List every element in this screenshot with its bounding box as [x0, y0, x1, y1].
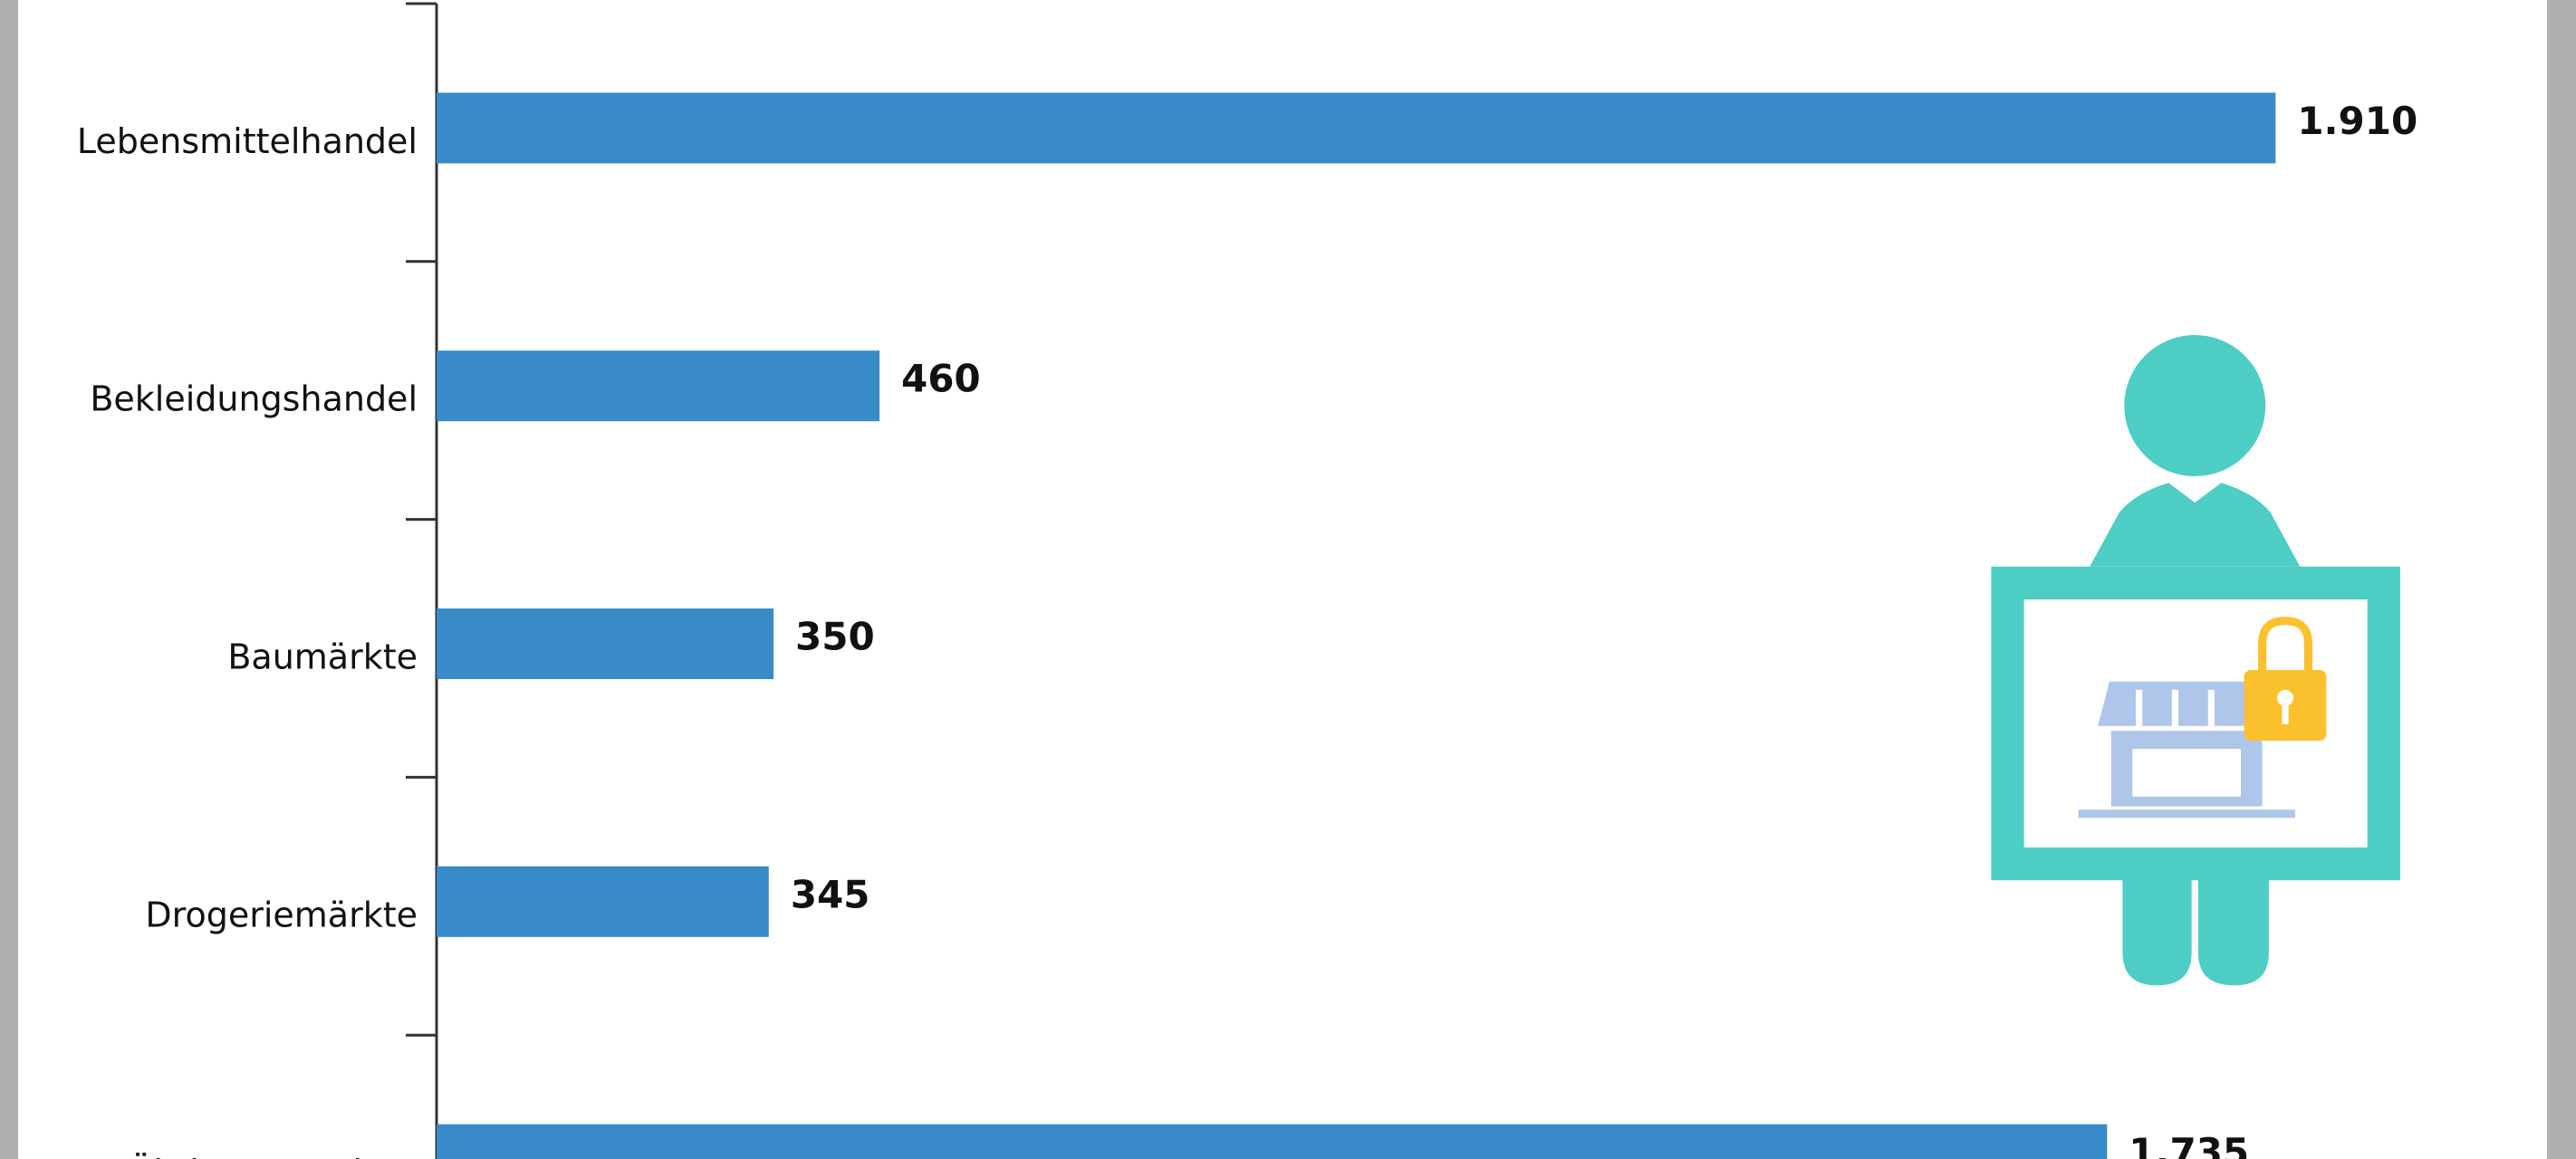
category-label: Lebensmittelhandel	[77, 121, 418, 161]
value-label: 1.910	[2297, 99, 2417, 143]
bar	[437, 1124, 2108, 1159]
value-label: 1.735	[2129, 1130, 2249, 1159]
category-label: Übrige Branchen	[129, 1153, 418, 1159]
plot-area: 1.910 Lebensmittelhandel 460 Bekleidungshan…	[77, 2, 2417, 1159]
value-label: 460	[901, 357, 981, 401]
category-label: Drogeriemärkte	[145, 895, 418, 934]
illustration	[1991, 335, 2400, 986]
bar	[437, 350, 879, 422]
right-border	[2547, 0, 2576, 1159]
category-label: Bekleidungshandel	[90, 379, 418, 419]
category-label: Baumärkte	[227, 637, 418, 677]
bar	[437, 608, 774, 679]
bar	[437, 92, 2276, 164]
value-label: 345	[791, 872, 870, 916]
value-label: 350	[795, 615, 875, 659]
left-border	[0, 0, 18, 1159]
bar	[437, 866, 769, 937]
